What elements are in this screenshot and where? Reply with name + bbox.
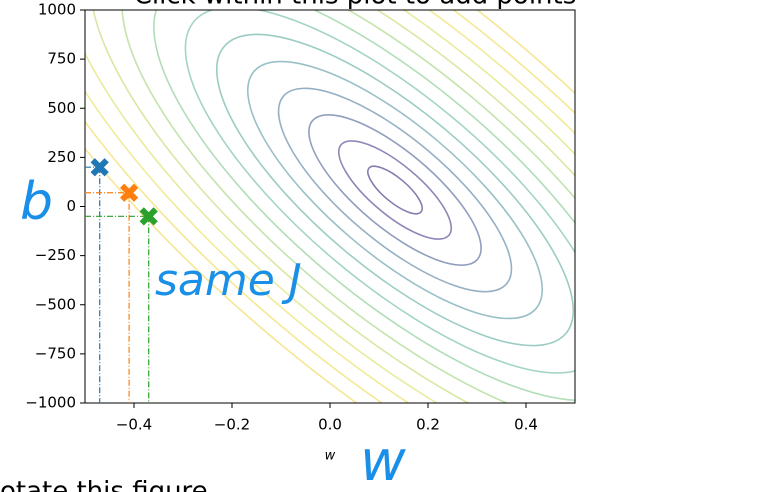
contour-line xyxy=(215,33,575,347)
y-tick-label: −500 xyxy=(35,295,76,313)
x-tick-label: 0.0 xyxy=(318,416,342,434)
annotation: b xyxy=(20,172,53,232)
contour-line xyxy=(184,10,575,374)
point xyxy=(90,158,109,177)
annotation: same J xyxy=(155,255,302,306)
contour-line xyxy=(247,60,543,320)
y-tick-label: −750 xyxy=(35,344,76,362)
contour-line xyxy=(337,140,453,240)
x-tick-label: 0.2 xyxy=(416,416,440,434)
contour-line xyxy=(89,10,575,403)
y-tick-label: −1000 xyxy=(25,394,76,412)
y-tick-label: −250 xyxy=(35,246,76,264)
contour-line xyxy=(367,165,423,215)
contour-line xyxy=(308,114,482,266)
point xyxy=(119,183,139,202)
annotation: w xyxy=(360,429,406,492)
y-tick-label: 750 xyxy=(47,50,76,68)
x-tick-label: 0.4 xyxy=(514,416,538,434)
contour-line xyxy=(121,10,575,403)
chart-title: Click within this plot to add points xyxy=(134,0,577,11)
y-tick-label: 250 xyxy=(47,148,76,166)
y-tick-label: 1000 xyxy=(38,1,76,19)
contour-line xyxy=(153,10,575,402)
point xyxy=(139,207,158,226)
contour-line xyxy=(277,87,513,293)
footer-text: otate this figure xyxy=(0,477,208,492)
x-axis-label: w xyxy=(325,449,336,464)
y-tick-label: 0 xyxy=(66,197,76,215)
x-tick-label: −0.4 xyxy=(116,416,152,434)
x-tick-label: −0.2 xyxy=(214,416,250,434)
y-tick-label: 500 xyxy=(47,99,76,117)
